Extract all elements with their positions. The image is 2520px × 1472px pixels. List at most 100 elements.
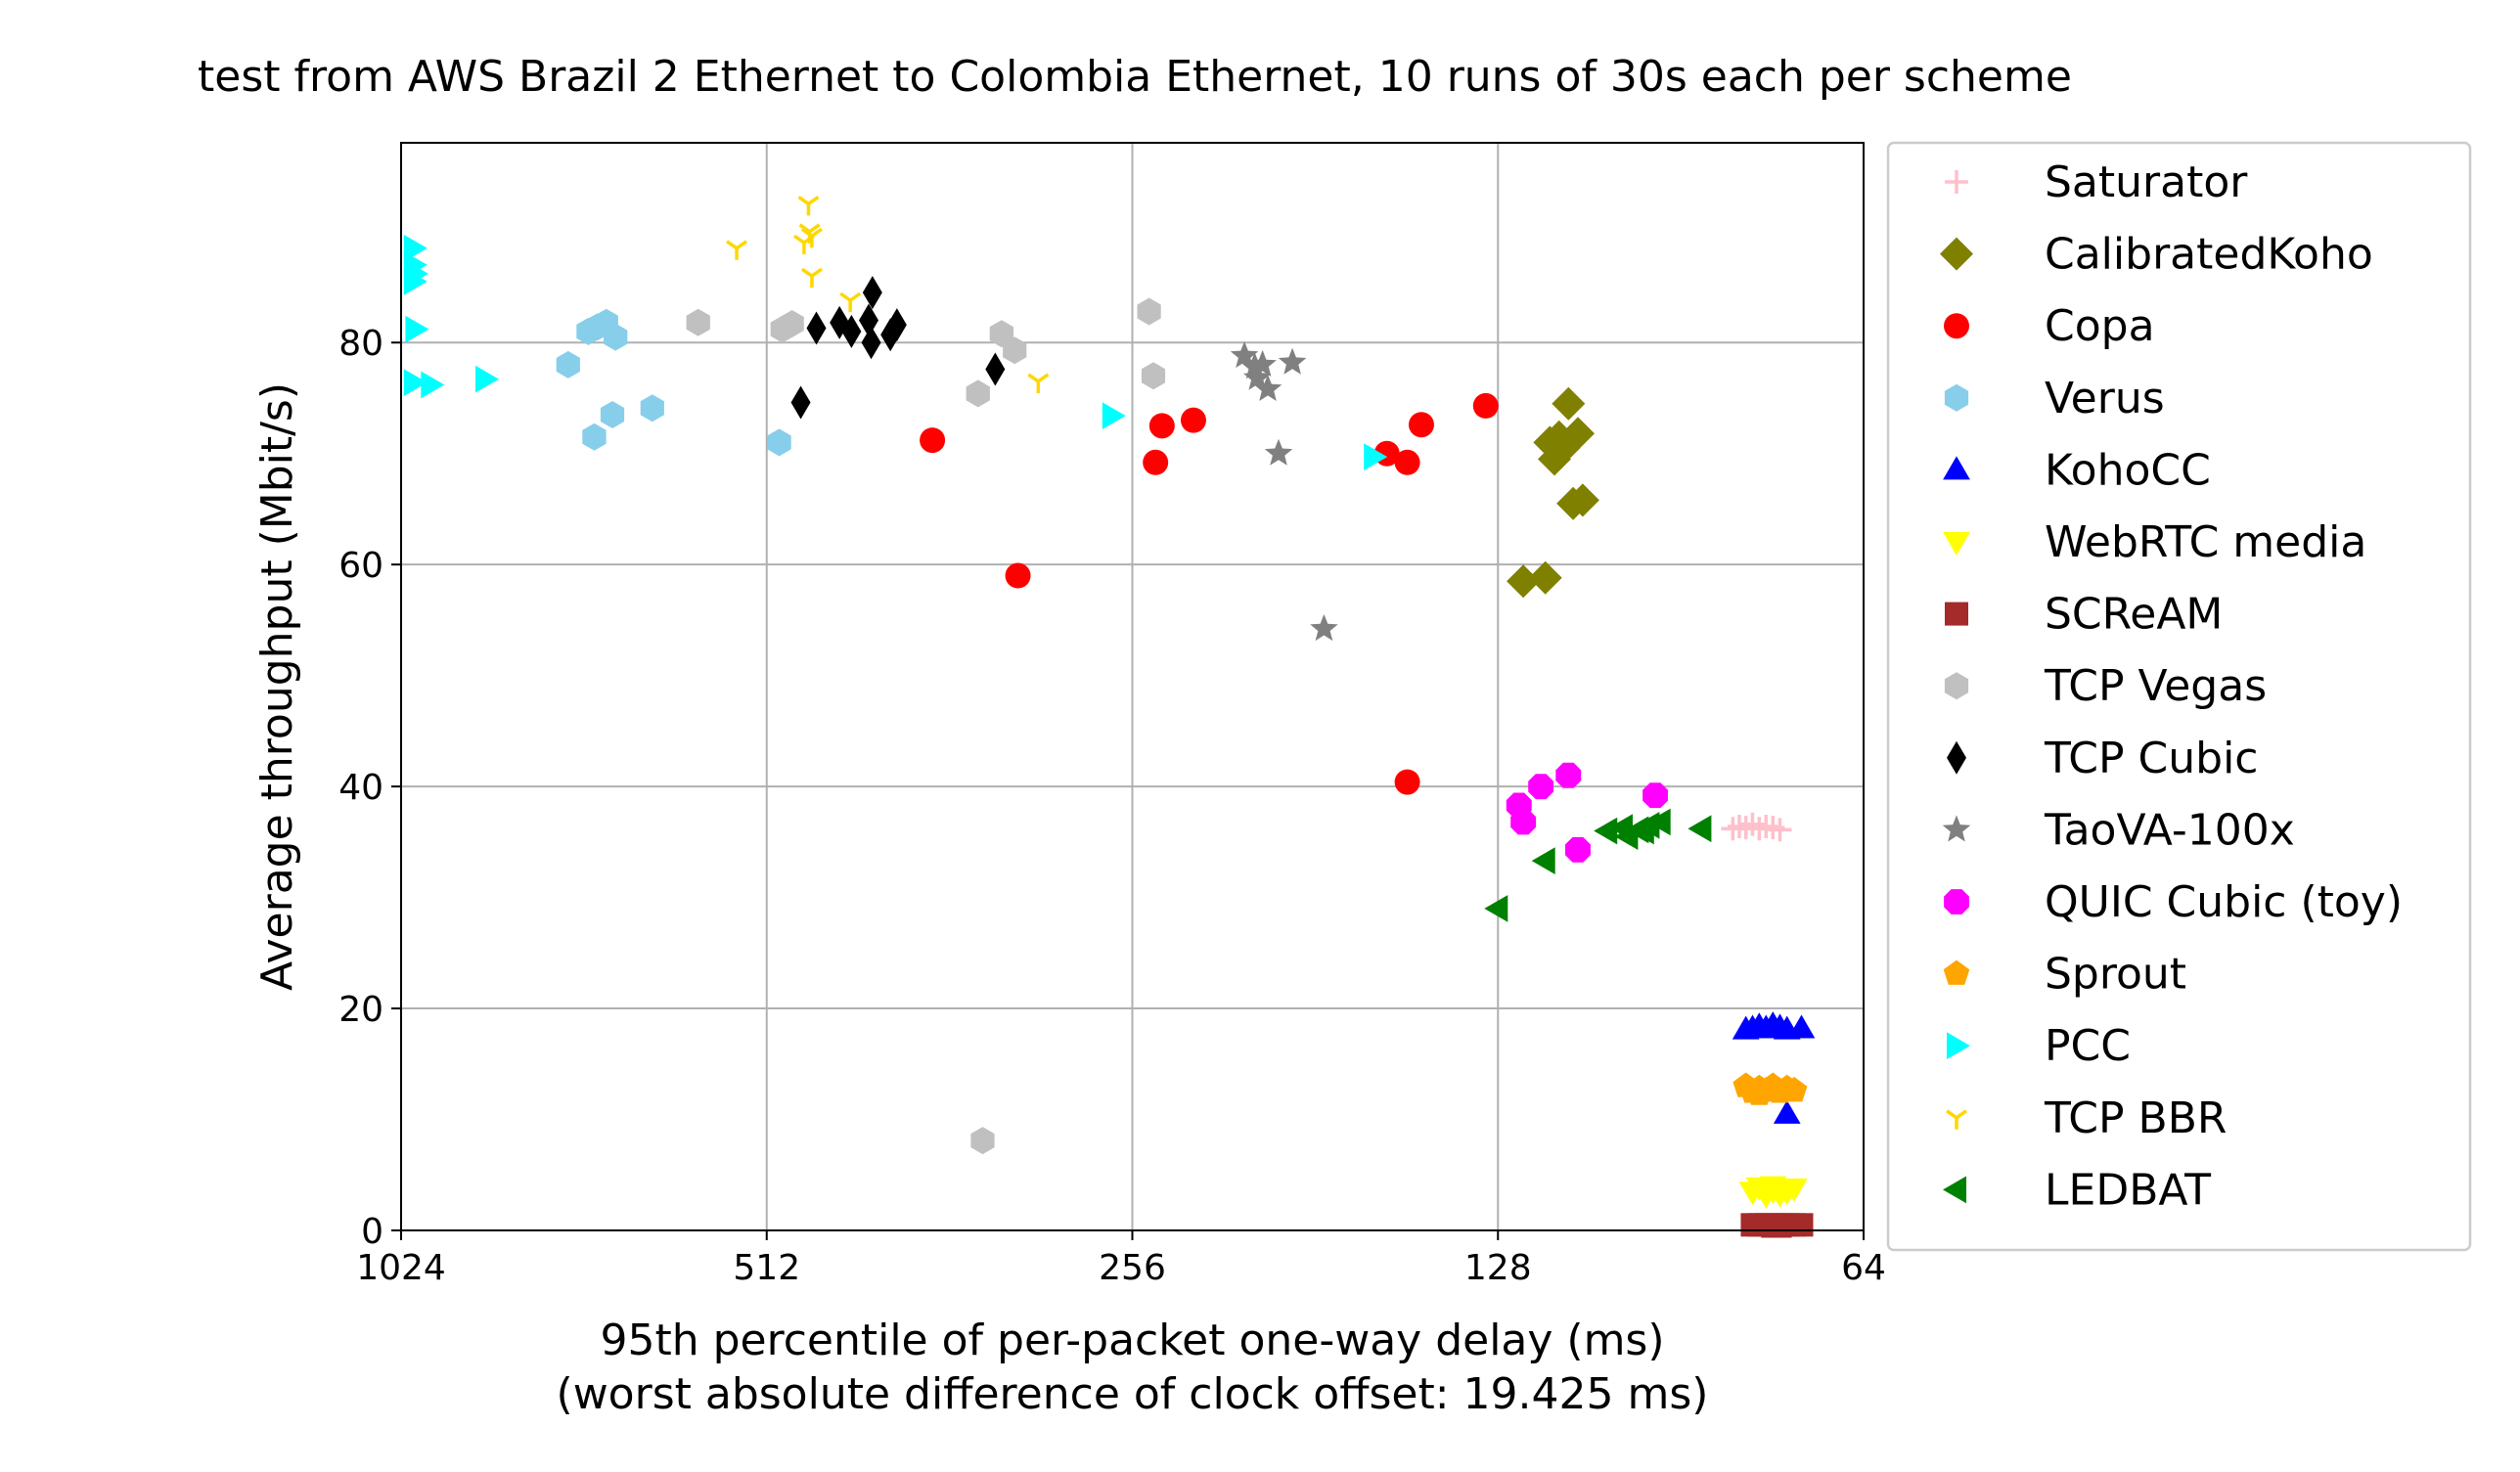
data-point [861, 326, 881, 360]
data-point [1484, 895, 1508, 922]
series-tcp-cubic [790, 276, 1006, 420]
legend-marker [1947, 1032, 1970, 1060]
data-point [1565, 836, 1591, 863]
legend-marker [1943, 532, 1970, 556]
data-points [403, 195, 1816, 1238]
x-axis-label: 95th percentile of per-packet one-way de… [600, 1316, 1664, 1365]
data-point [1253, 374, 1282, 401]
series-quic-cubic-toy- [1506, 762, 1668, 863]
legend-label: Copa [2045, 301, 2155, 351]
series-tcp-bbr [726, 195, 1050, 393]
data-point [858, 303, 878, 337]
data-point [604, 323, 628, 351]
data-point [1773, 1099, 1801, 1124]
data-point [1180, 407, 1206, 433]
legend-marker [1945, 1109, 1968, 1130]
data-point [1137, 297, 1161, 326]
data-point [582, 423, 607, 451]
legend-label: Verus [2045, 374, 2165, 424]
x-axis-label-secondary: (worst absolute difference of clock offs… [557, 1369, 1709, 1419]
series-verus [556, 308, 791, 457]
legend-marker [1943, 959, 1970, 985]
legend-label: LEDBAT [2045, 1165, 2211, 1215]
legend-marker [1944, 672, 1969, 700]
series-kohocc [1732, 1011, 1816, 1124]
data-point [686, 308, 710, 336]
legend-label: PCC [2045, 1021, 2131, 1071]
data-point [970, 1127, 995, 1155]
data-point [404, 260, 428, 288]
data-point [862, 276, 882, 310]
series-saturator [1721, 812, 1792, 842]
data-point [1278, 347, 1307, 375]
legend-label: QUIC Cubic (toy) [2045, 877, 2403, 927]
data-point [806, 311, 827, 345]
data-point [1760, 1075, 1786, 1101]
data-point [1364, 443, 1388, 470]
data-point [841, 314, 862, 348]
x-tick-label: 128 [1464, 1248, 1532, 1288]
y-axis-ticks: 0 20 40 60 80 [338, 324, 401, 1252]
data-point [1552, 386, 1586, 421]
legend-label: WebRTC media [2045, 517, 2366, 567]
legend-label: KohoCC [2045, 445, 2211, 495]
data-point [1759, 1013, 1787, 1038]
data-point [1264, 438, 1293, 466]
data-point [1143, 449, 1169, 475]
legend-marker [1944, 889, 1969, 914]
legend-marker [1947, 740, 1966, 775]
data-point [1768, 1214, 1792, 1238]
legend-label: TCP Vegas [2044, 661, 2267, 711]
data-point [1240, 352, 1269, 379]
y-tick-label: 0 [361, 1212, 383, 1252]
data-point [1510, 809, 1537, 835]
data-point [767, 428, 791, 457]
x-tick-label: 1024 [356, 1248, 446, 1288]
legend-label: Saturator [2045, 157, 2248, 207]
data-point [985, 352, 1006, 386]
plot-frame [400, 142, 1865, 1231]
data-point [405, 315, 429, 343]
data-point [556, 350, 580, 379]
data-point [1594, 817, 1618, 845]
data-point [1102, 402, 1126, 429]
data-point [1003, 336, 1027, 365]
data-point [1408, 412, 1434, 438]
data-point [600, 401, 625, 428]
data-point [1472, 392, 1499, 419]
series-calibratedkoho [1507, 386, 1599, 599]
chart-title: test from AWS Brazil 2 Ethernet to Colom… [198, 52, 2072, 102]
data-point [1141, 362, 1166, 390]
data-point [797, 195, 820, 216]
series-pcc [403, 234, 1388, 470]
data-point [1625, 816, 1649, 844]
y-tick-label: 60 [338, 546, 383, 586]
data-point [1759, 1181, 1787, 1205]
y-axis-label: Average throughput (Mbit/s) [252, 382, 302, 991]
data-point [1688, 815, 1712, 843]
series-copa [920, 392, 1499, 795]
data-point [1230, 340, 1259, 368]
data-point [1248, 349, 1277, 378]
data-point [1565, 483, 1599, 517]
x-axis-ticks: 1024 512 256 128 64 [356, 1230, 1886, 1288]
x-tick-label: 512 [733, 1248, 800, 1288]
series-ledbat [1484, 808, 1712, 922]
y-tick-label: 40 [338, 768, 383, 808]
data-point [1005, 562, 1031, 589]
data-point [1555, 762, 1582, 788]
legend-label: SCReAM [2045, 590, 2223, 640]
data-point [1528, 560, 1562, 595]
data-point [1547, 431, 1581, 465]
legend-label: TCP BBR [2044, 1093, 2227, 1143]
data-point [790, 385, 811, 420]
series-webrtc-media [1738, 1176, 1808, 1209]
data-point [1787, 1014, 1816, 1039]
legend-label: CalibratedKoho [2045, 230, 2373, 280]
data-point [1768, 818, 1792, 842]
legend-marker [1943, 456, 1970, 480]
data-point [403, 369, 428, 396]
data-point [1531, 847, 1555, 874]
legend-marker [1944, 313, 1969, 339]
data-point [920, 427, 946, 454]
